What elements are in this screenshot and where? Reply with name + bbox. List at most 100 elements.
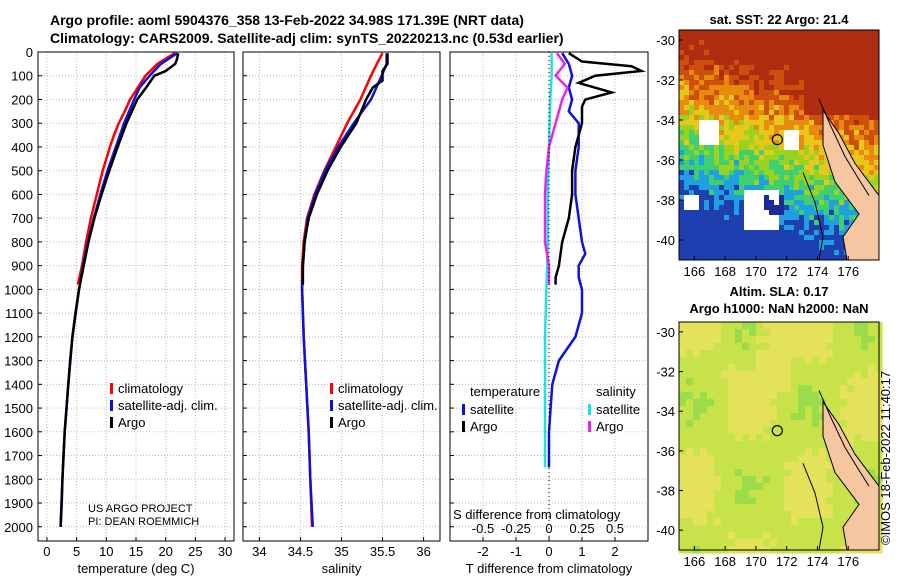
map-cell — [774, 75, 780, 81]
map-cell — [829, 110, 835, 116]
map-cell — [719, 250, 725, 256]
map-cell — [734, 175, 740, 181]
map-cell — [707, 371, 715, 379]
map-cell — [854, 336, 862, 344]
map-cell — [844, 45, 850, 51]
map-cell — [689, 160, 695, 166]
map-cell — [859, 45, 865, 51]
map-cell — [714, 539, 722, 547]
map-cell — [756, 497, 764, 505]
map-cell — [699, 200, 705, 206]
map-cell — [742, 490, 750, 498]
x-axis-label: salinity — [322, 561, 362, 576]
map-cell — [839, 225, 845, 231]
map-cell — [770, 469, 778, 477]
map-cell — [729, 75, 735, 81]
map-cell — [735, 413, 743, 421]
map-cell — [742, 336, 750, 344]
map-cell — [861, 441, 869, 449]
map-cell — [861, 343, 869, 351]
map-cell — [869, 150, 875, 156]
map-cell — [774, 195, 780, 201]
map-cell — [804, 205, 810, 211]
map-cell — [679, 406, 687, 414]
map-cell — [874, 140, 880, 146]
map-cell — [734, 220, 740, 226]
map-cell — [829, 55, 835, 61]
map-cell — [689, 85, 695, 91]
map-cell — [679, 55, 685, 61]
map-cell — [721, 322, 729, 330]
map-cell — [819, 80, 825, 86]
lat-tick-label: -34 — [656, 113, 675, 128]
map-cell — [789, 180, 795, 186]
map-cell — [749, 70, 755, 76]
series-line-t-argo — [554, 52, 646, 285]
map-cell — [684, 245, 690, 251]
map-cell — [804, 130, 810, 136]
map-cell — [686, 476, 694, 484]
map-cell — [699, 150, 705, 156]
map-cell — [784, 462, 792, 470]
map-cell — [789, 205, 795, 211]
map-cell — [699, 210, 705, 216]
map-cell — [704, 95, 710, 101]
map-cell — [721, 448, 729, 456]
map-cell — [784, 180, 790, 186]
map-cell — [834, 250, 840, 256]
map-cell — [721, 399, 729, 407]
map-cell — [819, 195, 825, 201]
map-cell — [759, 200, 765, 206]
map-cell — [724, 160, 730, 166]
map-cell — [724, 185, 730, 191]
map-cell — [814, 145, 820, 151]
map-cell — [844, 50, 850, 56]
map-cell — [826, 350, 834, 358]
map-cell — [704, 200, 710, 206]
legend-swatch — [588, 404, 591, 415]
map-cell — [804, 170, 810, 176]
map-cell — [744, 135, 750, 141]
map-cell — [769, 135, 775, 141]
map-cell — [819, 255, 825, 261]
map-cell — [819, 40, 825, 46]
map-cell — [686, 420, 694, 428]
map-cell — [764, 30, 770, 36]
map-cell — [700, 497, 708, 505]
map-cell — [729, 200, 735, 206]
map-cell — [779, 60, 785, 66]
map-cell — [868, 371, 876, 379]
map-cell — [779, 70, 785, 76]
map-cell — [854, 343, 862, 351]
map-cell — [789, 255, 795, 261]
map-cell — [729, 155, 735, 161]
map-cell — [794, 35, 800, 41]
map-cell — [804, 250, 810, 256]
map-cell — [784, 525, 792, 533]
map-cell — [791, 329, 799, 337]
map-cell — [749, 160, 755, 166]
contour-line — [802, 172, 824, 261]
map-cell — [714, 483, 722, 491]
map-cell — [709, 50, 715, 56]
map-cell — [847, 406, 855, 414]
legend-label: satellite — [470, 402, 514, 417]
map-cell — [791, 336, 799, 344]
map-cell — [868, 392, 876, 400]
map-cell — [714, 322, 722, 330]
map-cell — [844, 140, 850, 146]
map-cell — [774, 235, 780, 241]
map-cell — [791, 462, 799, 470]
map-cell — [834, 185, 840, 191]
map-cell — [819, 225, 825, 231]
map-cell — [819, 329, 827, 337]
map-cell — [742, 511, 750, 519]
map-cell — [849, 85, 855, 91]
map-cell — [809, 255, 815, 261]
map-cell — [794, 130, 800, 136]
map-cell — [824, 40, 830, 46]
lon-tick-label: 176 — [837, 554, 859, 569]
map-cell — [744, 130, 750, 136]
map-cell — [849, 40, 855, 46]
map-cell — [770, 343, 778, 351]
